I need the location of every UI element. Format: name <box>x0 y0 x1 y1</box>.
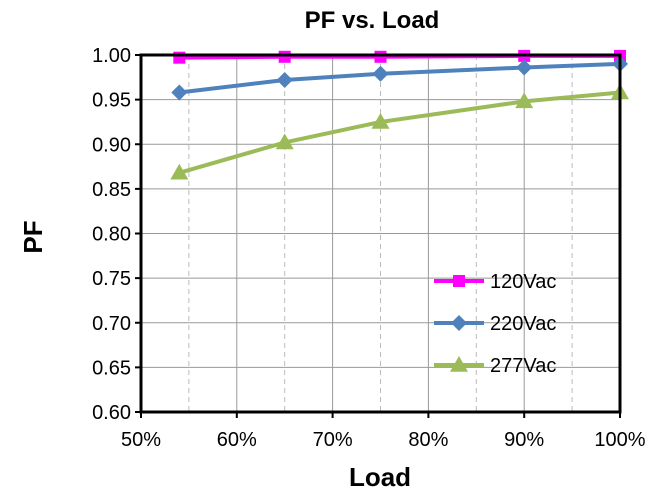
data-point <box>170 163 189 180</box>
y-tick-label: 0.65 <box>92 357 131 379</box>
x-tick-label: 80% <box>408 429 448 451</box>
legend-label: 120Vac <box>490 271 556 293</box>
data-point <box>372 65 389 82</box>
y-tick-label: 0.75 <box>92 268 131 290</box>
chart-title: PF vs. Load <box>305 7 440 34</box>
x-axis-title: Load <box>349 462 411 492</box>
legend-marker <box>453 275 465 287</box>
x-tick-label: 100% <box>594 429 645 451</box>
data-point <box>278 50 291 63</box>
legend-marker <box>451 315 467 331</box>
series-line <box>179 61 621 95</box>
x-tick-label: 50% <box>121 429 161 451</box>
data-point <box>275 133 294 150</box>
y-tick-label: 0.85 <box>92 179 131 201</box>
data-point <box>173 51 186 64</box>
y-tick-label: 0.95 <box>92 90 131 112</box>
data-point <box>171 84 188 101</box>
series-277vac <box>170 83 629 180</box>
legend-marker <box>450 356 468 372</box>
series-220vac <box>171 55 628 101</box>
series-line <box>178 90 621 175</box>
data-point <box>516 59 533 76</box>
legend-item-120vac: 120Vac <box>434 271 556 293</box>
y-tick-label: 0.80 <box>92 224 131 246</box>
y-tick-label: 0.60 <box>92 402 131 424</box>
series-layer <box>170 49 629 180</box>
x-tick-label: 90% <box>504 429 544 451</box>
plot-area-frame <box>139 53 622 414</box>
x-tick-label: 70% <box>313 429 353 451</box>
series-120vac <box>173 49 626 64</box>
data-point <box>374 50 387 63</box>
y-tick-label: 1.00 <box>92 45 131 67</box>
data-point <box>371 112 390 129</box>
legend-label: 220Vac <box>490 313 556 335</box>
legend: 120Vac 220Vac 277Vac <box>434 271 556 377</box>
data-point <box>276 71 293 88</box>
legend-item-220vac: 220Vac <box>434 313 556 335</box>
y-tick-label: 0.90 <box>92 134 131 156</box>
y-axis-title: PF <box>18 220 48 253</box>
data-point <box>515 92 534 109</box>
legend-item-277vac: 277Vac <box>434 355 556 377</box>
x-tick-label: 60% <box>217 429 257 451</box>
legend-label: 277Vac <box>490 355 556 377</box>
y-tick-label: 0.70 <box>92 313 131 335</box>
tick-labels: 0.60 0.65 0.70 0.75 0.80 0.85 0.90 0.95 1.00 50% 6… <box>92 45 646 451</box>
